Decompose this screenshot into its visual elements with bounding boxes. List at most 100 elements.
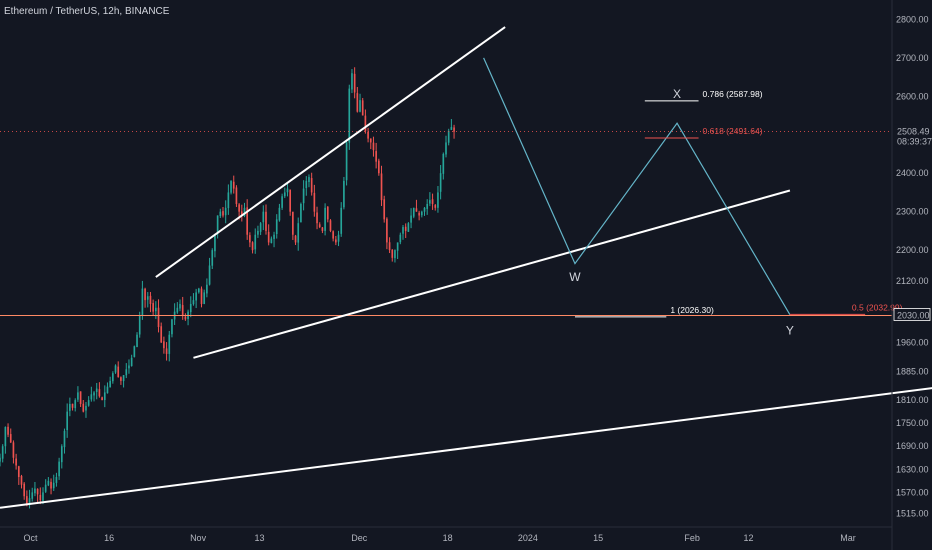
candle-body [402, 227, 404, 234]
price-tick-label: 1570.00 [896, 487, 929, 497]
price-label-value: 2508.49 [897, 126, 930, 136]
candle-body [270, 238, 273, 244]
candle-body [364, 115, 367, 131]
candle-body [407, 223, 410, 232]
candle-body [112, 373, 114, 382]
candle-body [109, 380, 111, 388]
candle-body [4, 427, 7, 447]
candle-body [348, 88, 351, 143]
candle-body [39, 494, 42, 501]
candle-body [431, 199, 434, 204]
chart-title: Ethereum / TetherUS, 12h, BINANCE [4, 6, 170, 17]
candle-body [450, 127, 453, 130]
candle-body [85, 405, 87, 411]
candle-body [439, 173, 442, 192]
time-tick-label: 16 [104, 533, 114, 543]
candle-body [103, 392, 106, 401]
candle-body [278, 207, 281, 221]
candle-body [157, 307, 160, 328]
candle-body [114, 365, 117, 373]
candle-body [42, 492, 44, 501]
candle-body [230, 180, 232, 193]
candle-body [345, 142, 348, 181]
candle-body [240, 211, 243, 216]
candle-body [224, 207, 227, 216]
candle-body [79, 391, 82, 404]
candle-body [351, 73, 353, 90]
candle-body [125, 369, 128, 376]
candle-body [90, 394, 93, 400]
candle-body [20, 475, 23, 485]
candle-body [426, 203, 429, 209]
candle-body [74, 400, 77, 409]
candle-body [273, 234, 275, 239]
candle-body [117, 366, 120, 378]
candle-body [71, 403, 74, 408]
candle-body [44, 484, 47, 492]
price-tick-label: 2200.00 [896, 245, 929, 255]
candle-body [375, 151, 377, 162]
price-tick-label: 2400.00 [896, 168, 929, 178]
time-tick-label: Feb [684, 533, 700, 543]
annotation-labels: 0.786 (2587.98) 0.618 (2491.64) 1 (2026.30… [569, 87, 902, 338]
candle-body [246, 207, 249, 235]
candle-body [262, 211, 265, 223]
candle-body [410, 215, 412, 223]
candle-body [222, 211, 224, 216]
candle-body [77, 392, 79, 400]
candle-body [136, 334, 138, 347]
candle-body [394, 250, 396, 259]
price-tick-label: 2800.00 [896, 14, 929, 24]
wave-label: W [569, 270, 581, 284]
price-tick-label: 1630.00 [896, 464, 929, 474]
candle-body [23, 483, 26, 497]
price-axis[interactable]: 2800.00 2700.00 2600.00 2400.00 2300.00 2200.… [893, 14, 932, 519]
candle-body [87, 400, 90, 406]
candle-body [316, 212, 318, 224]
candle-body [203, 292, 206, 304]
candle-body [26, 496, 28, 504]
candle-body [418, 212, 420, 216]
candle-body [63, 430, 66, 448]
candle-body [192, 300, 195, 305]
time-tick-label: Oct [23, 533, 38, 543]
candle-body [442, 153, 445, 174]
candle-body [404, 226, 407, 231]
time-axis[interactable]: Oct16Nov13Dec18202415Feb12Mar18 [23, 533, 932, 543]
candle-body [383, 199, 386, 220]
wave-label: X [673, 87, 681, 101]
candle-body [283, 192, 286, 197]
candlestick-series [0, 67, 455, 509]
drawing-tools [0, 26, 932, 509]
candle-body [227, 192, 230, 209]
time-tick-label: 15 [593, 533, 603, 543]
candle-body [214, 234, 216, 252]
candle-body [200, 288, 203, 304]
time-tick-label: Dec [351, 533, 368, 543]
price-tick-label: 1750.00 [896, 418, 929, 428]
candle-body [138, 315, 141, 335]
candle-body [144, 288, 146, 301]
candle-body [359, 100, 361, 112]
candle-body [36, 488, 39, 495]
price-tick-label: 1690.00 [896, 441, 929, 451]
time-tick-label: Mar [840, 533, 856, 543]
candle-body [254, 234, 257, 250]
candle-body [181, 305, 184, 316]
candle-body [154, 307, 157, 312]
wave-path [483, 57, 791, 316]
candle-body [286, 188, 289, 193]
candle-body [340, 207, 343, 234]
candle-body [294, 235, 297, 243]
fib-level-label: 0.618 (2491.64) [703, 126, 763, 136]
fib-level-label: 0.786 (2587.98) [703, 89, 763, 99]
candle-body [308, 177, 310, 183]
fib-level-label: 0.5 (2032.99) [852, 302, 903, 312]
price-label-box [894, 124, 930, 147]
candle-body [197, 288, 200, 293]
candle-body [313, 192, 316, 212]
candle-body [31, 492, 34, 499]
candle-body [335, 239, 337, 243]
